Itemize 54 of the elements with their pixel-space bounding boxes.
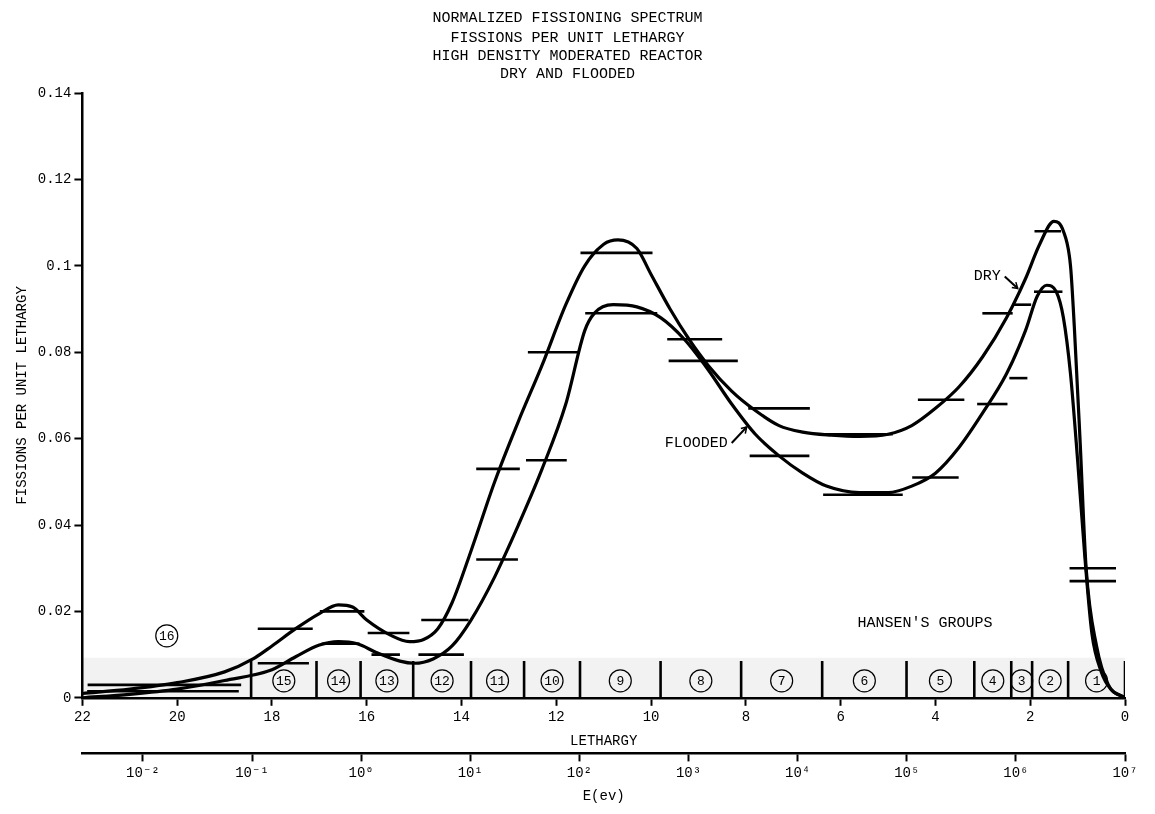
band-label: 6 [860, 674, 869, 690]
x-tick-label: 12 [547, 708, 565, 725]
y-tick-label: 0.04 [37, 516, 72, 533]
y-tick-label: 0.08 [37, 343, 72, 360]
x-tick-label: 0 [1120, 708, 1130, 725]
x2-tick-label: 10³ [675, 764, 702, 781]
chart-title: NORMALIZED FISSIONING SPECTRUM [432, 9, 703, 27]
x2-tick-label: 10¹ [457, 764, 483, 781]
x-tick-label: 18 [263, 708, 281, 725]
legend-label: FLOODED [664, 434, 728, 452]
y-tick-label: 0.1 [46, 257, 72, 274]
band-label: 5 [936, 674, 945, 690]
band-label: 16 [158, 629, 175, 645]
x2-tick-label: 10⁷ [1112, 764, 1138, 781]
x2-tick-label: 10⁻² [126, 764, 160, 781]
band-label: 3 [1017, 674, 1026, 690]
x2-tick-label: 10⁶ [1003, 764, 1029, 781]
x-tick-label: 22 [74, 708, 91, 725]
band-label: 4 [988, 674, 997, 690]
band-label: 1 [1092, 674, 1101, 690]
band-label: 15 [276, 674, 292, 690]
y-tick-label: 0.12 [37, 171, 72, 188]
x-tick-label: 10 [642, 708, 660, 725]
y-tick-label: 0.14 [37, 84, 72, 101]
annotation: HANSEN'S GROUPS [857, 614, 993, 632]
x-tick-label: 14 [453, 708, 470, 725]
x-axis-title: LETHARGY [570, 732, 638, 749]
x2-tick-label: 10² [566, 764, 592, 781]
band-label: 10 [544, 674, 560, 690]
y-tick-label: 0 [63, 689, 72, 706]
band-label: 9 [616, 674, 625, 690]
x2-axis-title: E(ev) [582, 788, 625, 805]
band-label: 2 [1046, 674, 1055, 690]
band-label: 7 [777, 674, 786, 690]
band-label: 13 [379, 674, 395, 690]
x2-tick-label: 10⁻¹ [235, 764, 269, 781]
band-label: 8 [696, 674, 705, 690]
x-tick-label: 6 [836, 708, 845, 725]
band-label: 14 [330, 674, 347, 690]
x2-tick-label: 10⁵ [894, 764, 920, 781]
band-label: 12 [434, 674, 450, 690]
y-tick-label: 0.02 [37, 603, 72, 620]
x-tick-label: 2 [1026, 708, 1035, 725]
x-tick-label: 4 [931, 708, 940, 725]
x-tick-label: 16 [358, 708, 376, 725]
legend-label: DRY [973, 268, 1001, 286]
x2-tick-label: 10⁰ [348, 764, 374, 781]
y-tick-label: 0.06 [37, 430, 72, 447]
y-axis-title: FISSIONS PER UNIT LETHARGY [14, 285, 31, 505]
chart-subtitle: FISSIONS PER UNIT LETHARGY HIGH DENSITY MODERATED REACTOR DRY AND FLOODED [432, 29, 703, 83]
x-tick-label: 20 [168, 708, 186, 725]
band-label: 11 [489, 674, 506, 690]
x-tick-label: 8 [741, 708, 751, 725]
x2-tick-label: 10⁴ [785, 764, 811, 781]
